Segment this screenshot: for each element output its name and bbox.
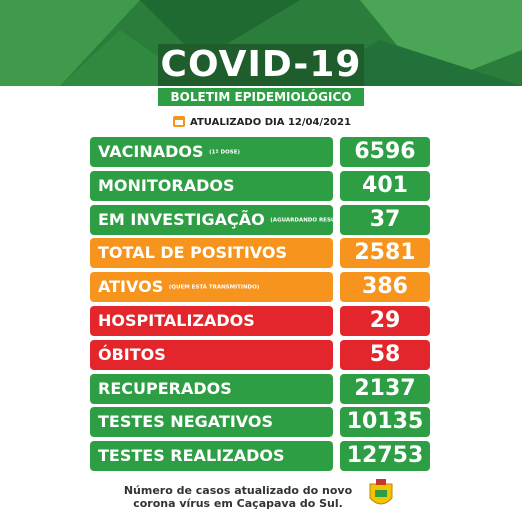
row-value: 58 xyxy=(340,339,430,370)
row-label: HOSPITALIZADOS xyxy=(98,311,255,330)
row-value: 2581 xyxy=(340,238,430,269)
row-label-box: TOTAL DE POSITIVOS xyxy=(90,238,333,269)
row-value: 10135 xyxy=(340,407,430,438)
row-label-box: EM INVESTIGAÇÃO (AGUARDANDO RESULTADO) xyxy=(90,204,333,235)
calendar-icon xyxy=(173,116,185,127)
footer-line: corona vírus em Caçapava do Sul. xyxy=(133,497,343,510)
row-label-box: VACINADOS (1ª DOSE) xyxy=(90,137,333,167)
row-label: ATIVOS xyxy=(98,277,164,297)
row-label-box: HOSPITALIZADOS xyxy=(90,306,333,336)
row: TOTAL DE POSITIVOS 2581 xyxy=(90,238,430,269)
footer: Número de casos atualizado do novo coron… xyxy=(113,484,363,510)
row-label: MONITORADOS xyxy=(98,175,235,195)
row-label: ÓBITOS xyxy=(98,344,166,364)
footer-line: Número de casos atualizado do novo xyxy=(123,484,353,497)
row: EM INVESTIGAÇÃO (AGUARDANDO RESULTADO)37 xyxy=(90,204,430,235)
row-label: TOTAL DE POSITIVOS xyxy=(98,243,288,263)
row-label-box: MONITORADOS xyxy=(90,170,333,201)
row-value: 12753 xyxy=(340,441,430,472)
row-value: 37 xyxy=(340,204,430,235)
row: ATIVOS (QUEM ESTÁ TRANSMITINDO) 386 xyxy=(90,272,430,303)
row-label: VACINADOS xyxy=(98,142,204,161)
row-value: 6596 xyxy=(340,137,430,167)
row-label: RECUPERADOS xyxy=(98,378,232,398)
row-note: (AGUARDANDO RESULTADO) xyxy=(270,217,333,224)
row-label-box: TESTES NEGATIVOS xyxy=(90,407,333,438)
updated-date: ATUALIZADO DIA 12/04/2021 xyxy=(190,117,351,128)
row: TESTES NEGATIVOS 10135 xyxy=(90,407,430,438)
row-label: EM INVESTIGAÇÃO xyxy=(98,209,265,229)
row-label: TESTES NEGATIVOS xyxy=(98,412,273,432)
title: COVID-19 xyxy=(158,44,364,86)
row: HOSPITALIZADOS 29 xyxy=(90,306,430,336)
row-label-box: ATIVOS (QUEM ESTÁ TRANSMITINDO) xyxy=(90,272,333,303)
row: TESTES REALIZADOS 12753 xyxy=(90,441,430,472)
row-value: 2137 xyxy=(340,373,430,404)
row: RECUPERADOS 2137 xyxy=(90,373,430,404)
row-value: 401 xyxy=(340,170,430,201)
row-value: 386 xyxy=(340,272,430,303)
row-note: (QUEM ESTÁ TRANSMITINDO) xyxy=(168,284,260,291)
row: VACINADOS (1ª DOSE) 6596 xyxy=(90,137,430,167)
row-label-box: TESTES REALIZADOS xyxy=(90,441,333,472)
row-label: TESTES REALIZADOS xyxy=(98,446,285,466)
row-label-box: ÓBITOS xyxy=(90,339,333,370)
row-label-box: RECUPERADOS xyxy=(90,373,333,404)
row-note: (1ª DOSE) xyxy=(209,149,240,156)
row-value: 29 xyxy=(340,306,430,336)
row: MONITORADOS 401 xyxy=(90,170,430,201)
subtitle: BOLETIM EPIDEMIOLÓGICO xyxy=(158,88,364,106)
emblem xyxy=(369,479,393,505)
background xyxy=(0,0,522,86)
row: ÓBITOS 58 xyxy=(90,339,430,370)
